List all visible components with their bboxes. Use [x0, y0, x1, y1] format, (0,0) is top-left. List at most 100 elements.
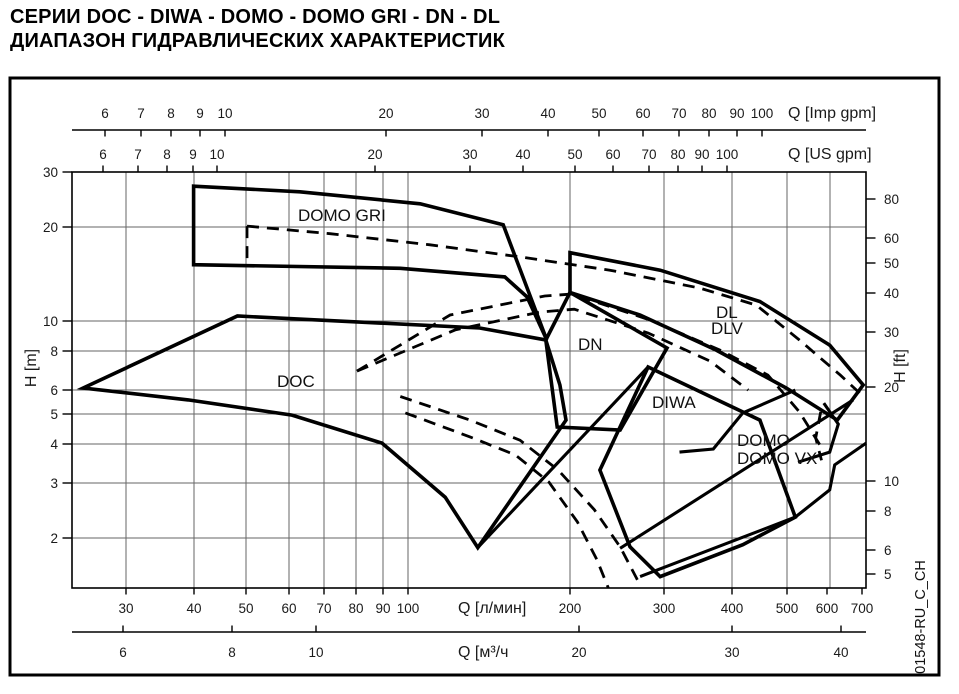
tick-label-m3h-10: 10 — [308, 645, 323, 660]
tick-label-hm-8: 8 — [50, 344, 58, 359]
tick-label-us-40: 40 — [515, 147, 530, 162]
series-doc — [76, 314, 568, 551]
tick-label-imp-60: 60 — [635, 106, 650, 121]
tick-label-lpm-50: 50 — [238, 601, 253, 616]
head-ft-axis-label: H [ft] — [892, 349, 909, 383]
tick-label-hft-50: 50 — [884, 256, 899, 271]
tick-label-us-9: 9 — [189, 147, 197, 162]
tick-label-us-7: 7 — [134, 147, 142, 162]
series-dn — [543, 289, 670, 432]
series-label-dn: DN — [578, 335, 603, 354]
tick-label-imp-6: 6 — [101, 106, 109, 121]
head-m-axis-label: H [m] — [23, 349, 40, 387]
tick-label-imp-80: 80 — [701, 106, 716, 121]
tick-label-imp-7: 7 — [137, 106, 145, 121]
figure-title: СЕРИИ DOC - DIWA - DOMO - DOMO GRI - DN … — [10, 5, 505, 53]
series-domo-notch-boundary — [797, 402, 841, 464]
tick-label-us-90: 90 — [694, 147, 709, 162]
tick-label-hft-20: 20 — [884, 380, 899, 395]
tick-label-hft-40: 40 — [884, 286, 899, 301]
tick-label-lpm-30: 30 — [118, 601, 133, 616]
tick-label-imp-90: 90 — [729, 106, 744, 121]
tick-label-hm-6: 6 — [50, 383, 58, 398]
tick-label-lpm-90: 90 — [375, 601, 390, 616]
series-label-diwa: DIWA — [652, 393, 696, 412]
imp-gpm-axis-label: Q [Imp gpm] — [788, 105, 876, 122]
tick-label-hm-2: 2 — [50, 531, 58, 546]
figure-frame — [8, 76, 941, 677]
tick-label-lpm-60: 60 — [281, 601, 296, 616]
tick-label-hft-8: 8 — [884, 504, 892, 519]
tick-label-m3h-30: 30 — [724, 645, 739, 660]
tick-label-m3h-20: 20 — [571, 645, 586, 660]
tick-label-imp-9: 9 — [196, 106, 204, 121]
tick-label-us-70: 70 — [641, 147, 656, 162]
series-label-dlv: DLV — [711, 319, 743, 338]
tick-label-hm-20: 20 — [43, 220, 58, 235]
tick-label-lpm-70: 70 — [316, 601, 331, 616]
tick-label-us-100: 100 — [716, 147, 739, 162]
m3h-axis-label: Q [м³/ч — [458, 644, 508, 661]
series-diwa — [597, 364, 798, 579]
tick-label-lpm-200: 200 — [559, 601, 582, 616]
axes-layer: 6 7 8 9 10 20 30 40 50 60 70 80 90 100 6 7 8 9 10 20 30 40 50 6… — [43, 106, 899, 660]
tick-label-imp-50: 50 — [591, 106, 606, 121]
tick-label-imp-100: 100 — [751, 106, 774, 121]
drawing-code: 01548-RU_C_CH — [913, 560, 929, 674]
series-boundary-doc-diwa — [476, 365, 650, 549]
tick-label-hm-5: 5 — [50, 407, 58, 422]
tick-label-imp-20: 20 — [378, 106, 393, 121]
tick-label-hm-3: 3 — [50, 476, 58, 491]
series-dashed-chevron-upper — [356, 292, 823, 448]
lpm-axis-label: Q [л/мин] — [458, 600, 526, 617]
series-label-domo-gri: DOMO GRI — [298, 206, 386, 225]
tick-label-us-60: 60 — [605, 147, 620, 162]
tick-label-m3h-6: 6 — [119, 645, 127, 660]
tick-label-hft-5: 5 — [884, 567, 892, 582]
tick-label-lpm-400: 400 — [721, 601, 744, 616]
series-layer — [76, 184, 867, 589]
tick-label-hft-10: 10 — [884, 474, 899, 489]
series-label-domo: DOMO — [737, 431, 790, 450]
tick-label-imp-10: 10 — [217, 106, 232, 121]
title-line-2: ДИАПАЗОН ГИДРАВЛИЧЕСКИХ ХАРАКТЕРИСТИК — [10, 30, 506, 52]
plot-border — [71, 171, 867, 589]
grid-layer — [72, 172, 866, 588]
series-dashed-vx-b — [404, 411, 610, 589]
title-line-1: СЕРИИ DOC - DIWA - DOMO - DOMO GRI - DN … — [10, 6, 501, 28]
series-domo-gri-vx-dashed — [246, 224, 861, 395]
tick-label-imp-30: 30 — [474, 106, 489, 121]
tick-label-hm-30: 30 — [43, 165, 58, 180]
tick-label-us-30: 30 — [462, 147, 477, 162]
tick-label-lpm-600: 600 — [816, 601, 839, 616]
tick-label-hft-80: 80 — [884, 192, 899, 207]
tick-label-hft-6: 6 — [884, 543, 892, 558]
tick-label-us-8: 8 — [163, 147, 171, 162]
tick-label-imp-8: 8 — [167, 106, 175, 121]
tick-label-us-6: 6 — [99, 147, 107, 162]
tick-label-hm-10: 10 — [43, 314, 58, 329]
tick-label-us-80: 80 — [670, 147, 685, 162]
series-label-domo-vx: DOMO VX — [737, 449, 817, 468]
series-domo-gri — [191, 184, 549, 341]
us-gpm-axis-label: Q [US gpm] — [788, 146, 872, 163]
series-domo-peak-boundary — [679, 388, 796, 454]
series-domo-lower-boundary — [639, 441, 867, 579]
series-domo-upper-diagonal — [619, 398, 854, 550]
series-dashed-notch — [814, 411, 823, 461]
tick-label-lpm-700: 700 — [851, 601, 874, 616]
series-label-doc: DOC — [277, 372, 315, 391]
tick-label-us-20: 20 — [367, 147, 382, 162]
tick-label-lpm-40: 40 — [186, 601, 201, 616]
tick-label-lpm-500: 500 — [776, 601, 799, 616]
tick-label-m3h-8: 8 — [228, 645, 236, 660]
tick-label-hm-4: 4 — [50, 437, 58, 452]
tick-label-lpm-100: 100 — [397, 601, 420, 616]
tick-label-us-10: 10 — [209, 147, 224, 162]
tick-label-hft-60: 60 — [884, 231, 899, 246]
series-label-dl: DL — [716, 303, 738, 322]
tick-label-imp-40: 40 — [540, 106, 555, 121]
